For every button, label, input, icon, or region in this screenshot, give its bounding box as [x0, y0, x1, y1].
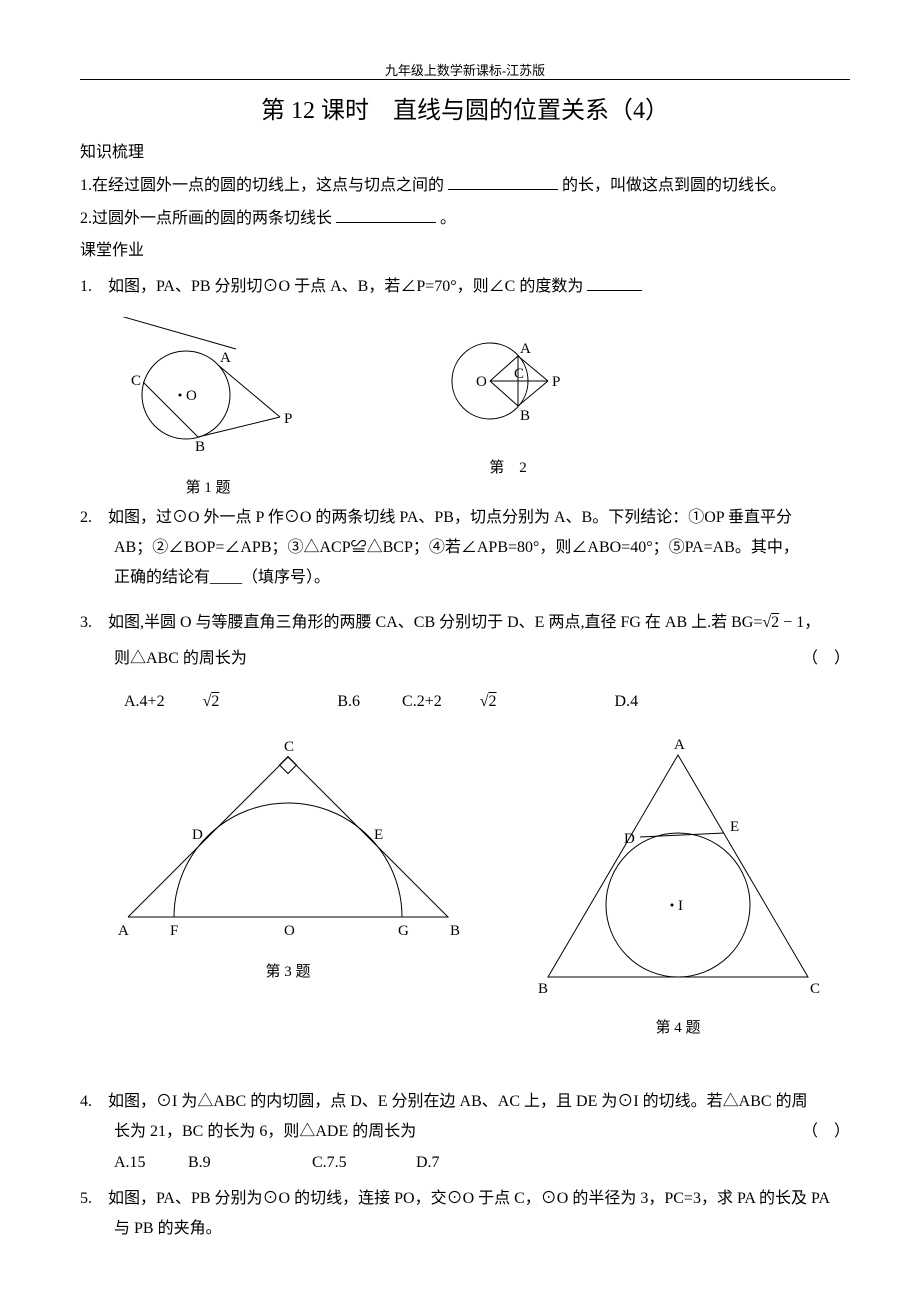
q3-parentheses: （ ）	[802, 644, 850, 674]
k2-post: 。	[440, 210, 456, 227]
q4-option-c: C.7.5	[312, 1148, 412, 1178]
svg-text:P: P	[284, 411, 292, 427]
section-classwork-heading: 课堂作业	[80, 237, 850, 266]
svg-text:A: A	[220, 350, 231, 366]
q1-blank	[587, 276, 642, 291]
q4-line1: 4. 如图，⊙I 为△ABC 的内切圆，点 D、E 分别在边 AB、AC 上，且…	[80, 1087, 850, 1117]
k2-blank	[336, 207, 436, 222]
figure-3-svg: A B C D E F G O	[108, 737, 468, 947]
svg-text:D: D	[624, 831, 635, 847]
svg-text:C: C	[514, 366, 524, 382]
q4-option-d: D.7	[416, 1154, 440, 1171]
q3-sqrt1: √2 − 1	[762, 614, 804, 631]
q4-option-a: A.15	[114, 1148, 184, 1178]
figure-4-caption: 第 4 题	[528, 1016, 828, 1037]
svg-text:F: F	[170, 923, 178, 939]
question-4: 4. 如图，⊙I 为△ABC 的内切圆，点 D、E 分别在边 AB、AC 上，且…	[80, 1087, 850, 1178]
svg-text:B: B	[195, 439, 205, 455]
question-5: 5. 如图，PA、PB 分别为⊙O 的切线，连接 PO，交⊙O 于点 C，⊙O …	[80, 1184, 850, 1245]
k2-pre: 2.过圆外一点所画的圆的两条切线长	[80, 210, 336, 227]
q3-option-a: A.4+2√2	[124, 693, 295, 710]
svg-text:O: O	[284, 923, 295, 939]
svg-text:A: A	[118, 923, 129, 939]
svg-text:C: C	[131, 373, 141, 389]
svg-text:C: C	[284, 739, 294, 755]
q1-text: 1. 如图，PA、PB 分别切⊙O 于点 A、B，若∠P=70°，则∠C 的度数…	[80, 278, 587, 295]
q3-line2: 则△ABC 的周长为	[114, 650, 247, 667]
figure-2-caption: 第 2	[428, 456, 588, 477]
q3-line1-pre: 3. 如图,半圆 O 与等腰直角三角形的两腰 CA、CB 分别切于 D、E 两点…	[80, 614, 762, 631]
svg-text:A: A	[520, 341, 531, 357]
q4-line2: 长为 21，BC 的长为 6，则△ADE 的周长为	[114, 1123, 416, 1140]
svg-text:C: C	[810, 981, 820, 997]
figure-1-caption: 第 1 题	[108, 476, 308, 497]
q3-option-c: C.2+2√2	[402, 693, 572, 710]
q5-line2: 与 PB 的夹角。	[80, 1214, 850, 1244]
figures-row-2: A B C D E F G O 第 3 题 A B C D E I 第 4 题	[108, 737, 850, 1037]
k1-pre: 1.在经过圆外一点的圆的切线上，这点与切点之间的	[80, 177, 448, 194]
svg-text:B: B	[450, 923, 460, 939]
figure-2-svg: A B C O P	[428, 317, 588, 447]
q2-line2: AB；②∠BOP=∠APB；③△ACP≌△BCP；④若∠APB=80°，则∠AB…	[80, 533, 850, 563]
figures-row-1: A B C O P 第 1 题 A B C O P 第 2	[108, 317, 850, 497]
knowledge-item-1: 1.在经过圆外一点的圆的切线上，这点与切点之间的 的长，叫做这点到圆的切线长。	[80, 172, 850, 201]
q4-option-b: B.9	[188, 1148, 308, 1178]
svg-text:O: O	[476, 374, 487, 390]
svg-text:P: P	[552, 374, 560, 390]
q5-line1: 5. 如图，PA、PB 分别为⊙O 的切线，连接 PO，交⊙O 于点 C，⊙O …	[80, 1184, 850, 1214]
svg-text:B: B	[538, 981, 548, 997]
q4-parentheses: （ ）	[802, 1117, 850, 1147]
header-rule	[80, 79, 850, 80]
q2-line1: 2. 如图，过⊙O 外一点 P 作⊙O 的两条切线 PA、PB，切点分别为 A、…	[80, 503, 850, 533]
svg-text:E: E	[730, 819, 739, 835]
svg-text:B: B	[520, 408, 530, 424]
svg-text:E: E	[374, 827, 383, 843]
q3-option-b: B.6	[337, 693, 360, 710]
page-header: 九年级上数学新课标-江苏版	[80, 60, 850, 79]
question-1: 1. 如图，PA、PB 分别切⊙O 于点 A、B，若∠P=70°，则∠C 的度数…	[80, 272, 850, 302]
figure-1-svg: A B C O P	[108, 317, 308, 467]
q2-line3: 正确的结论有____（填序号）。	[80, 563, 850, 593]
q3-line1-post: ，	[804, 614, 820, 631]
svg-text:O: O	[186, 388, 197, 404]
question-2: 2. 如图，过⊙O 外一点 P 作⊙O 的两条切线 PA、PB，切点分别为 A、…	[80, 503, 850, 594]
q3-option-d: D.4	[615, 693, 639, 710]
svg-text:G: G	[398, 923, 409, 939]
question-3: 3. 如图,半圆 O 与等腰直角三角形的两腰 CA、CB 分别切于 D、E 两点…	[80, 608, 850, 717]
figure-4-svg: A B C D E I	[528, 737, 828, 1007]
k1-blank	[448, 174, 558, 189]
svg-text:I: I	[678, 898, 683, 914]
lesson-title: 第 12 课时 直线与圆的位置关系（4）	[80, 90, 850, 125]
knowledge-item-2: 2.过圆外一点所画的圆的两条切线长 。	[80, 205, 850, 234]
section-knowledge-heading: 知识梳理	[80, 139, 850, 168]
figure-3-caption: 第 3 题	[108, 960, 468, 981]
svg-text:D: D	[192, 827, 203, 843]
svg-text:A: A	[674, 737, 685, 753]
k1-post: 的长，叫做这点到圆的切线长。	[562, 177, 786, 194]
